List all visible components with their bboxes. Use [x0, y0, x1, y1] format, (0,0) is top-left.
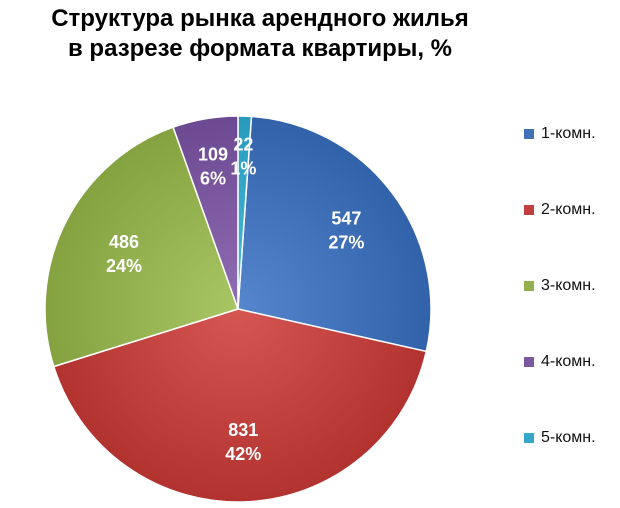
chart-title-line-2: в разрезе формата квартиры, % [67, 35, 452, 62]
slice-value-label-3: 486 [109, 232, 139, 252]
pie-slice-5 [237, 115, 253, 310]
slice-percent-label-4: 6% [200, 169, 226, 189]
slice-percent-label-1: 27% [328, 232, 364, 252]
legend-item-2: 2-комн. [524, 200, 596, 220]
chart-title-line-1: Структура рынка арендного жилья [51, 5, 469, 32]
slice-value-label-4: 109 [198, 145, 228, 165]
pie-slice-2 [52, 308, 428, 503]
legend-label-3: 3-комн. [541, 277, 596, 294]
legend-swatch-2 [524, 205, 534, 215]
pie-labels: 547 27% 831 42% 486 24% 109 6% 22 1% [106, 135, 364, 464]
pie-slices [44, 115, 432, 503]
legend-swatch-5 [524, 433, 534, 443]
legend-swatch-3 [524, 281, 534, 291]
slice-value-label-5: 22 [233, 135, 253, 155]
legend-item-5: 5-комн. [524, 428, 596, 448]
pie-slice-3 [44, 126, 239, 368]
slice-percent-label-3: 24% [106, 256, 142, 276]
legend-item-4: 4-комн. [524, 352, 596, 372]
legend-label-4: 4-комн. [541, 353, 596, 370]
legend-item-1: 1-комн. [524, 124, 596, 144]
slice-percent-label-2: 42% [225, 444, 261, 464]
legend-swatch-1 [524, 129, 534, 139]
legend-label-5: 5-комн. [541, 429, 596, 446]
legend-label-2: 2-комн. [541, 201, 596, 218]
legend-item-3: 3-комн. [524, 276, 596, 296]
slice-value-label-1: 547 [331, 208, 361, 228]
chart-title: Структура рынка арендного жилья в разрез… [0, 4, 520, 64]
pie-slice-1 [237, 115, 432, 353]
slice-value-label-2: 831 [228, 420, 258, 440]
legend-label-1: 1-комн. [541, 125, 596, 142]
legend-swatch-4 [524, 357, 534, 367]
slice-percent-label-5: 1% [230, 159, 256, 179]
